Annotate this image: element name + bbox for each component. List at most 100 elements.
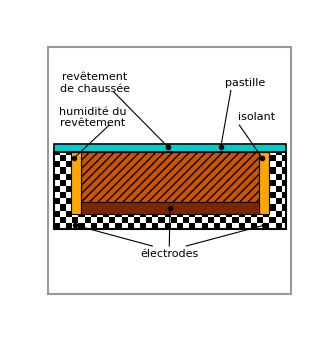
- Bar: [109, 186, 115, 192]
- Bar: [226, 180, 232, 186]
- Bar: [78, 174, 84, 180]
- Bar: [220, 223, 226, 229]
- Bar: [183, 217, 189, 223]
- Bar: [66, 211, 72, 217]
- Bar: [140, 155, 146, 161]
- Bar: [245, 174, 251, 180]
- Bar: [257, 180, 263, 186]
- Bar: [146, 152, 152, 155]
- Bar: [202, 186, 208, 192]
- Bar: [152, 217, 159, 223]
- Bar: [103, 161, 109, 167]
- Bar: [263, 161, 269, 167]
- Bar: [54, 167, 60, 174]
- Bar: [152, 161, 159, 167]
- Bar: [245, 217, 251, 223]
- Bar: [195, 152, 202, 155]
- Bar: [239, 155, 245, 161]
- Bar: [84, 155, 91, 161]
- Bar: [54, 152, 60, 155]
- Bar: [263, 167, 269, 174]
- Bar: [91, 174, 97, 180]
- Bar: [84, 198, 91, 205]
- Bar: [220, 152, 226, 155]
- Bar: [208, 211, 214, 217]
- Bar: [121, 161, 128, 167]
- Bar: [54, 180, 60, 186]
- Bar: [282, 152, 286, 155]
- Bar: [208, 223, 214, 229]
- Bar: [159, 174, 165, 180]
- Bar: [121, 223, 128, 229]
- Bar: [282, 217, 286, 223]
- Bar: [245, 205, 251, 211]
- Bar: [97, 174, 103, 180]
- Bar: [128, 186, 134, 192]
- Bar: [232, 180, 239, 186]
- Bar: [232, 186, 239, 192]
- Bar: [146, 192, 152, 198]
- Bar: [245, 186, 251, 192]
- Bar: [177, 223, 183, 229]
- Bar: [78, 217, 84, 223]
- Bar: [159, 223, 165, 229]
- Bar: [54, 192, 60, 198]
- Bar: [214, 174, 220, 180]
- Bar: [97, 198, 103, 205]
- Bar: [103, 198, 109, 205]
- Bar: [128, 161, 134, 167]
- Bar: [195, 198, 202, 205]
- Bar: [251, 198, 257, 205]
- Bar: [97, 211, 103, 217]
- Bar: [134, 167, 140, 174]
- Bar: [202, 174, 208, 180]
- Bar: [165, 223, 171, 229]
- Bar: [214, 155, 220, 161]
- Bar: [134, 211, 140, 217]
- Bar: [226, 161, 232, 167]
- Bar: [251, 217, 257, 223]
- Bar: [275, 161, 282, 167]
- Bar: [282, 155, 286, 161]
- Bar: [275, 186, 282, 192]
- Bar: [103, 211, 109, 217]
- Bar: [140, 205, 146, 211]
- Bar: [66, 192, 72, 198]
- Bar: [146, 155, 152, 161]
- Bar: [121, 167, 128, 174]
- Bar: [84, 161, 91, 167]
- Bar: [91, 223, 97, 229]
- Bar: [60, 186, 66, 192]
- Bar: [257, 217, 263, 223]
- Bar: [189, 167, 195, 174]
- Bar: [152, 186, 159, 192]
- Bar: [128, 223, 134, 229]
- Bar: [251, 223, 257, 229]
- Bar: [140, 186, 146, 192]
- Bar: [263, 192, 269, 198]
- Bar: [115, 186, 121, 192]
- Bar: [245, 161, 251, 167]
- Bar: [257, 155, 263, 161]
- Bar: [91, 211, 97, 217]
- Bar: [97, 186, 103, 192]
- Bar: [208, 174, 214, 180]
- Bar: [78, 192, 84, 198]
- Bar: [177, 174, 183, 180]
- Bar: [134, 192, 140, 198]
- Bar: [109, 192, 115, 198]
- Bar: [171, 211, 177, 217]
- Bar: [251, 192, 257, 198]
- Bar: [146, 198, 152, 205]
- Bar: [189, 155, 195, 161]
- Bar: [66, 174, 72, 180]
- Bar: [177, 161, 183, 167]
- Bar: [208, 152, 214, 155]
- Bar: [226, 152, 232, 155]
- Bar: [263, 205, 269, 211]
- Bar: [146, 161, 152, 167]
- Bar: [269, 217, 275, 223]
- Bar: [146, 223, 152, 229]
- Bar: [239, 198, 245, 205]
- Bar: [146, 205, 152, 211]
